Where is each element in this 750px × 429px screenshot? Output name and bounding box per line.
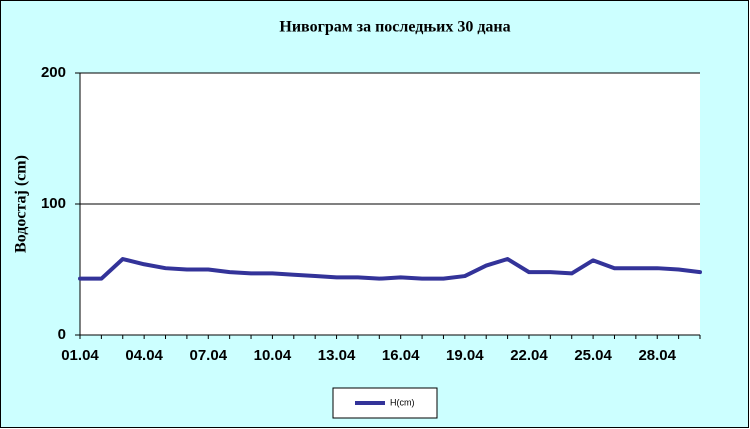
x-tick-label: 04.04 (125, 347, 163, 364)
x-tick-label: 07.04 (190, 347, 228, 364)
x-tick-label: 13.04 (318, 347, 356, 364)
x-tick-label: 16.04 (382, 347, 420, 364)
y-tick-label: 0 (58, 326, 66, 343)
legend-label: H(cm) (390, 397, 415, 407)
y-tick-label: 200 (41, 64, 66, 81)
x-tick-label: 22.04 (510, 347, 548, 364)
x-tick-label: 10.04 (254, 347, 292, 364)
x-tick-label: 28.04 (638, 347, 676, 364)
chart-title: Нивограм за последњих 30 дана (279, 19, 510, 36)
x-tick-label: 25.04 (574, 347, 612, 364)
y-axis-label: Водостај (cm) (13, 155, 30, 253)
x-tick-label: 01.04 (61, 347, 99, 364)
data-line (78, 257, 702, 281)
y-tick-label: 100 (41, 195, 66, 212)
x-tick-label: 19.04 (446, 347, 484, 364)
